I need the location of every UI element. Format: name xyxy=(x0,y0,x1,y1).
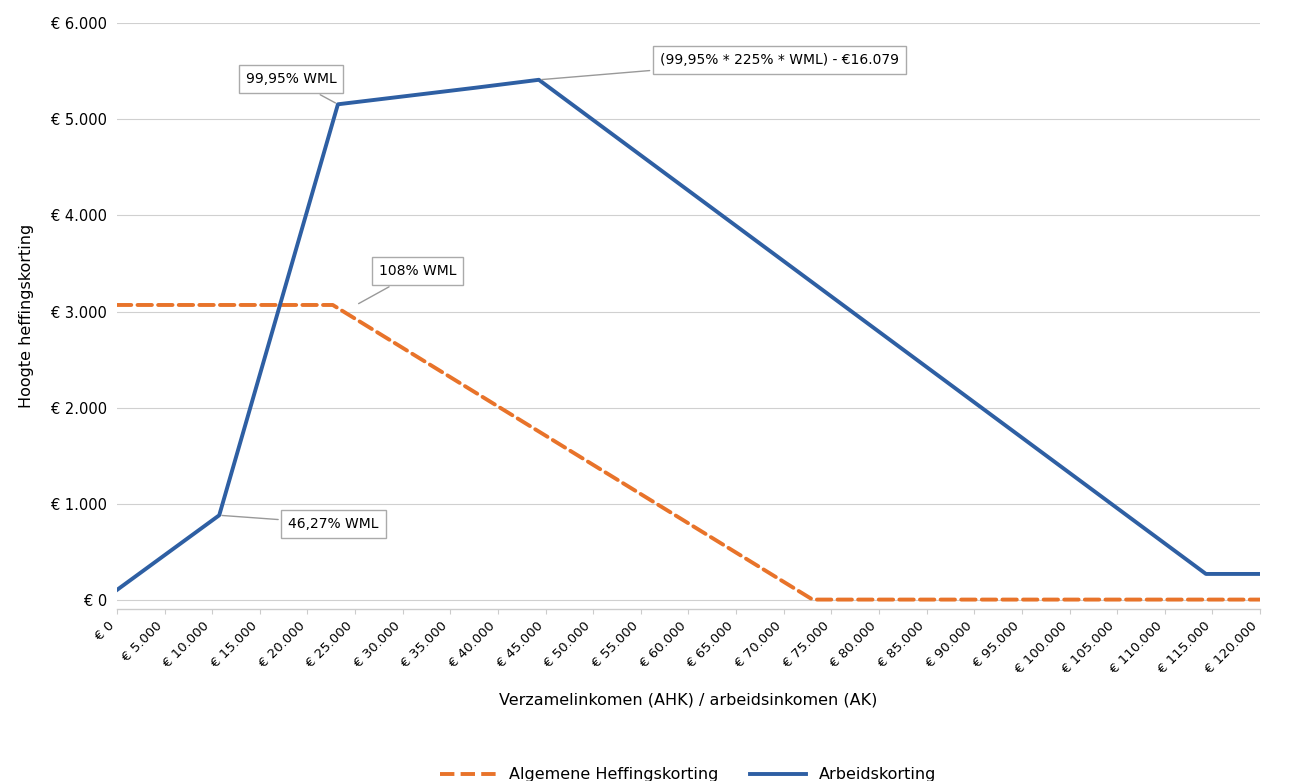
Text: (99,95% * 225% * WML) - €16.079: (99,95% * 225% * WML) - €16.079 xyxy=(542,53,899,80)
Text: 46,27% WML: 46,27% WML xyxy=(222,515,379,530)
X-axis label: Verzamelinkomen (AHK) / arbeidsinkomen (AK): Verzamelinkomen (AHK) / arbeidsinkomen (… xyxy=(499,693,878,708)
Y-axis label: Hoogte heffingskorting: Hoogte heffingskorting xyxy=(19,224,34,408)
Legend: Algemene Heffingskorting, Arbeidskorting: Algemene Heffingskorting, Arbeidskorting xyxy=(434,761,943,781)
Text: 108% WML: 108% WML xyxy=(359,264,456,304)
Text: 99,95% WML: 99,95% WML xyxy=(246,72,336,103)
